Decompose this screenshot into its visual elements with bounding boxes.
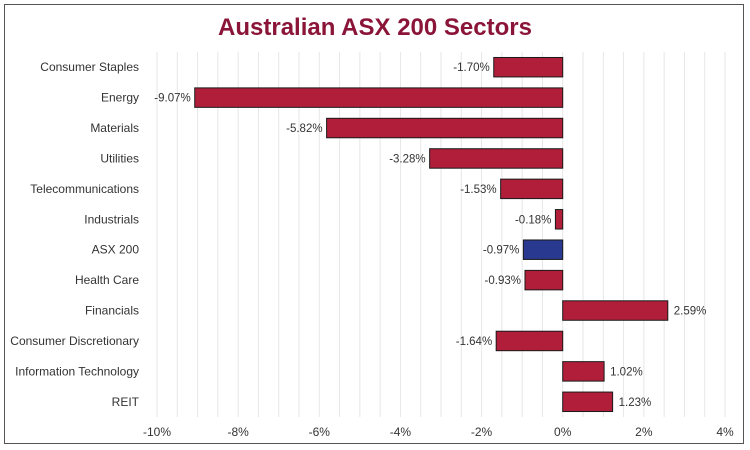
- bar: [554, 209, 564, 230]
- x-tick-label: -4%: [390, 425, 412, 439]
- category-label: Utilities: [100, 151, 139, 165]
- category-label: Consumer Staples: [40, 60, 139, 74]
- data-label: 2.59%: [674, 306, 707, 318]
- bar: [194, 87, 564, 108]
- x-tick-label: -6%: [309, 425, 331, 439]
- bar: [493, 56, 564, 78]
- data-label: 1.02%: [610, 366, 643, 378]
- bar: [562, 391, 614, 413]
- data-label: -0.18%: [515, 214, 551, 226]
- data-label: -1.70%: [453, 62, 489, 74]
- x-tick-label: 4%: [716, 425, 734, 439]
- data-label: -5.82%: [286, 123, 322, 135]
- category-label: Health Care: [75, 273, 139, 287]
- category-label: Telecommunications: [30, 182, 139, 196]
- bar: [429, 148, 564, 169]
- x-tick-label: 0%: [554, 425, 572, 439]
- bar: [562, 361, 605, 382]
- category-label: Industrials: [84, 212, 139, 226]
- data-label: -3.28%: [389, 153, 425, 165]
- category-label: Financials: [85, 304, 139, 318]
- data-label: -0.93%: [485, 275, 521, 287]
- bar: [500, 178, 564, 200]
- bar: [522, 239, 564, 260]
- chart-frame: Australian ASX 200 Sectors: [4, 4, 744, 444]
- bar: [326, 117, 564, 139]
- bar: [524, 269, 564, 291]
- data-label: -9.07%: [154, 93, 190, 105]
- data-label: -1.64%: [456, 336, 492, 348]
- category-label: Energy: [101, 91, 139, 105]
- category-label: Information Technology: [15, 364, 139, 378]
- x-tick-label: 2%: [635, 425, 653, 439]
- category-label: REIT: [112, 395, 140, 409]
- chart-title: Australian ASX 200 Sectors: [218, 14, 532, 41]
- x-tick-label: -2%: [471, 425, 493, 439]
- category-label: Materials: [90, 121, 139, 135]
- category-label: ASX 200: [92, 243, 140, 257]
- x-tick-label: -10%: [143, 425, 171, 439]
- data-label: -0.97%: [483, 245, 519, 257]
- data-label: -1.53%: [460, 184, 496, 196]
- x-tick-label: -8%: [227, 425, 249, 439]
- data-label: 1.23%: [619, 397, 652, 409]
- category-label: Consumer Discretionary: [10, 334, 139, 348]
- bar: [562, 300, 669, 321]
- bar: [495, 330, 564, 352]
